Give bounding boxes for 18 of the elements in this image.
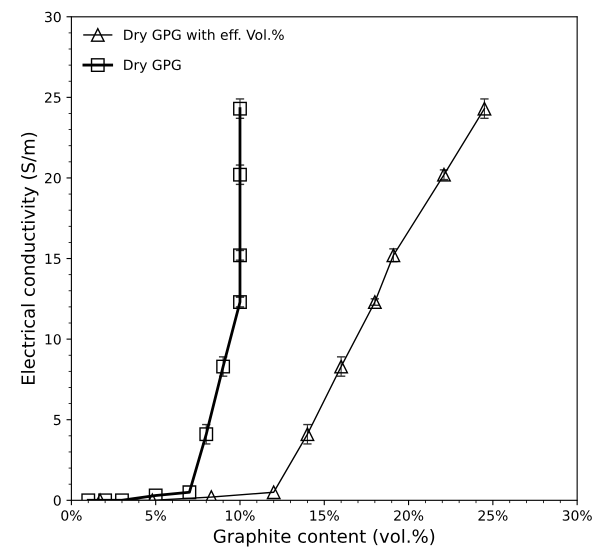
- y-tick-label: 25: [45, 92, 60, 103]
- legend-label: Dry GPG with eff. Vol.%: [124, 29, 284, 43]
- x-tick-label: 10%: [226, 510, 255, 521]
- x-tick-label: 0%: [61, 510, 82, 521]
- y-axis-title: Electrical conductivity (S/m): [20, 132, 38, 384]
- y-tick-label: 5: [54, 414, 60, 426]
- x-axis-title: Graphite content (vol.%): [214, 529, 434, 546]
- x-tick-label: 5%: [146, 510, 166, 521]
- y-tick-label: 15: [46, 254, 60, 264]
- x-tick-label: 25%: [478, 510, 508, 521]
- y-tick-label: 10: [46, 334, 61, 345]
- legend-label: Dry GPG: [124, 60, 181, 73]
- x-tick-label: 15%: [310, 510, 339, 521]
- x-tick-label: 30%: [562, 510, 592, 521]
- x-tick-label: 20%: [394, 510, 424, 521]
- y-tick-label: 0: [54, 495, 61, 506]
- y-tick-label: 20: [45, 172, 61, 184]
- y-tick-label: 30: [45, 12, 61, 22]
